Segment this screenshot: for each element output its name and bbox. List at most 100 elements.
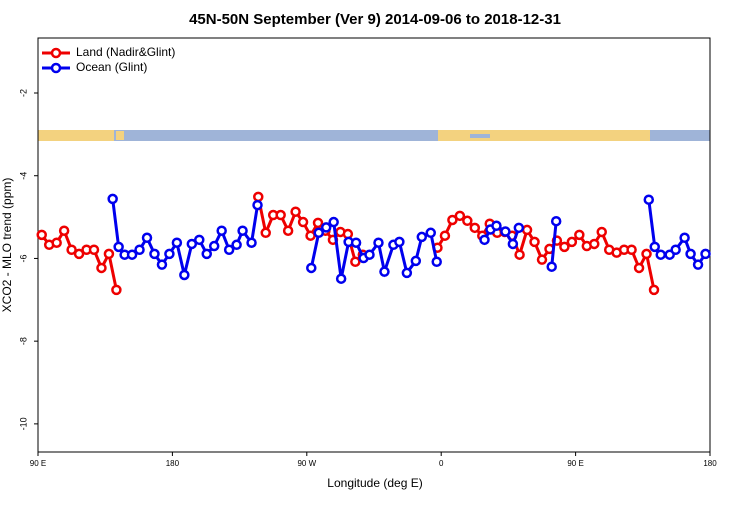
x-tick-label: 180 <box>703 459 717 468</box>
data-point <box>559 241 570 253</box>
data-point <box>350 237 362 248</box>
data-point <box>633 262 645 274</box>
data-point <box>700 248 711 260</box>
data-point <box>491 220 502 232</box>
data-point <box>550 215 562 227</box>
y-tick-label: -6 <box>18 254 28 262</box>
data-point <box>297 216 309 228</box>
data-point <box>410 255 422 267</box>
data-point <box>313 227 324 239</box>
plot-frame <box>37 37 711 453</box>
legend-marker <box>50 47 62 59</box>
data-point <box>514 249 525 260</box>
data-point <box>479 234 490 246</box>
data-point <box>431 256 442 268</box>
x-tick-label: 90 W <box>297 459 316 468</box>
data-point <box>186 238 198 250</box>
data-point <box>643 194 655 205</box>
data-point <box>156 259 168 270</box>
data-point <box>253 191 264 203</box>
data-point <box>223 244 235 256</box>
y-tick-label: -8 <box>18 337 28 345</box>
data-point <box>685 248 696 260</box>
data-point <box>401 267 413 279</box>
data-point <box>692 259 704 270</box>
data-point <box>574 229 585 241</box>
data-point <box>320 222 332 233</box>
data-point <box>648 284 660 296</box>
y-axis-label: XCO2 - MLO trend (ppm) <box>0 178 14 313</box>
data-point <box>364 249 375 260</box>
data-point <box>141 232 153 244</box>
data-point <box>194 234 205 246</box>
data-point <box>462 215 473 227</box>
data-point <box>655 249 666 260</box>
data-point <box>275 209 286 221</box>
data-point <box>58 225 70 236</box>
data-point <box>447 214 458 226</box>
y-tick-label: -4 <box>18 172 28 180</box>
data-point <box>103 248 115 260</box>
data-point <box>507 238 519 250</box>
data-point <box>416 231 428 243</box>
data-point <box>282 225 294 236</box>
data-point <box>66 244 77 256</box>
data-point <box>149 248 160 260</box>
data-point <box>596 226 607 238</box>
data-point <box>51 237 62 248</box>
data-point <box>469 222 481 234</box>
x-tick-label: 90 E <box>30 459 46 468</box>
data-point <box>439 230 451 241</box>
data-point <box>36 229 47 241</box>
y-tick-label: -2 <box>18 89 28 97</box>
data-point <box>216 225 227 236</box>
data-point <box>171 237 183 248</box>
data-point <box>425 227 436 239</box>
data-point <box>237 225 248 236</box>
data-point <box>513 222 525 234</box>
data-point <box>328 216 339 228</box>
y-tick-label: -10 <box>18 417 28 430</box>
legend-marker <box>50 62 62 74</box>
data-point <box>500 226 511 237</box>
data-point <box>546 261 557 272</box>
data-point <box>134 244 145 256</box>
data-point <box>113 241 124 253</box>
x-axis-label: Longitude (deg E) <box>327 476 422 490</box>
data-point <box>73 248 85 260</box>
data-point <box>350 256 361 268</box>
data-point <box>246 237 257 248</box>
x-tick-label: 0 <box>439 459 444 468</box>
data-point <box>179 269 190 281</box>
data-point <box>290 206 301 217</box>
data-point <box>454 210 466 222</box>
data-point <box>260 227 271 239</box>
data-point <box>201 248 212 260</box>
chart-title: 45N-50N September (Ver 9) 2014-09-06 to … <box>189 11 561 28</box>
data-point <box>252 199 263 211</box>
data-point <box>679 232 690 244</box>
data-point <box>312 217 324 229</box>
data-point <box>379 266 390 277</box>
data-point <box>208 240 220 252</box>
data-point <box>111 284 122 296</box>
data-point <box>107 193 118 205</box>
data-point <box>641 248 652 260</box>
legend-label: Ocean (Glint) <box>76 60 147 74</box>
x-tick-label: 90 E <box>567 459 583 468</box>
data-point <box>231 239 242 251</box>
data-point <box>670 244 681 256</box>
data-point <box>626 244 637 256</box>
data-point <box>589 238 600 250</box>
data-point <box>164 248 175 260</box>
x-tick-label: 180 <box>166 459 180 468</box>
data-point <box>96 262 107 274</box>
data-point <box>529 236 540 248</box>
map-strip <box>38 130 710 141</box>
data-point <box>394 236 405 248</box>
data-point <box>536 254 548 265</box>
data-point <box>306 262 317 274</box>
data-point <box>126 249 138 260</box>
data-point <box>88 244 100 256</box>
